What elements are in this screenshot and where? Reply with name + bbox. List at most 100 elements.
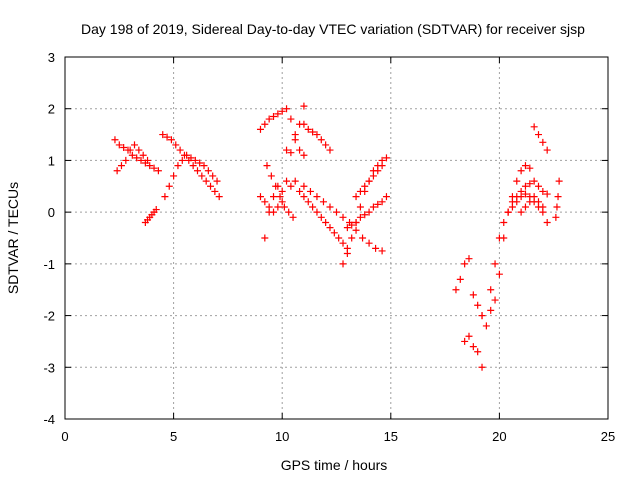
data-point xyxy=(378,247,386,255)
data-point xyxy=(504,208,512,216)
data-point xyxy=(154,167,162,175)
data-point xyxy=(204,167,212,175)
x-tick-label: 15 xyxy=(384,429,398,444)
data-point xyxy=(461,260,469,268)
data-point xyxy=(513,177,521,185)
data-point xyxy=(131,141,139,149)
data-point xyxy=(322,141,330,149)
data-point xyxy=(287,149,295,157)
data-point xyxy=(167,136,175,144)
data-point xyxy=(474,348,482,356)
data-point xyxy=(517,208,525,216)
data-point xyxy=(339,239,347,247)
data-point xyxy=(261,198,269,206)
data-point xyxy=(465,255,473,263)
data-point xyxy=(278,198,286,206)
data-point xyxy=(517,167,525,175)
data-point xyxy=(330,229,338,237)
data-point xyxy=(256,193,264,201)
data-point xyxy=(500,218,508,226)
series-sat-p xyxy=(461,332,486,371)
data-point xyxy=(285,208,293,216)
axis-ticks: 0 5 10 15 20 25 -4 -3 -2 -1 0 1 2 3 xyxy=(43,50,615,444)
data-point xyxy=(495,270,503,278)
data-point xyxy=(352,226,360,234)
data-point xyxy=(319,198,327,206)
data-point xyxy=(348,221,356,229)
data-point xyxy=(372,244,380,252)
data-point xyxy=(513,193,521,201)
data-point xyxy=(517,187,525,195)
data-point xyxy=(161,193,169,201)
series-sat-v xyxy=(552,177,563,221)
data-point xyxy=(144,156,152,164)
data-point xyxy=(487,306,495,314)
data-point xyxy=(539,203,547,211)
data-point xyxy=(543,190,551,198)
data-point xyxy=(335,234,343,242)
data-point xyxy=(283,105,291,113)
y-tick-label: 2 xyxy=(48,102,55,117)
data-point xyxy=(352,218,360,226)
data-point xyxy=(300,151,308,159)
series-sat-f xyxy=(263,162,297,221)
data-point xyxy=(326,146,334,154)
data-point xyxy=(289,213,297,221)
data-point xyxy=(278,187,286,195)
data-point xyxy=(478,312,486,320)
data-point xyxy=(374,200,382,208)
data-point xyxy=(326,224,334,232)
data-point xyxy=(374,167,382,175)
data-point xyxy=(283,177,291,185)
data-point xyxy=(552,213,560,221)
data-point xyxy=(133,154,141,162)
data-point xyxy=(526,180,534,188)
data-point xyxy=(122,156,130,164)
data-point xyxy=(150,164,158,172)
data-point xyxy=(120,144,128,151)
data-point xyxy=(159,131,167,139)
data-point xyxy=(474,301,482,309)
data-point xyxy=(361,211,369,219)
data-point xyxy=(215,193,223,201)
data-point xyxy=(478,363,486,371)
data-point xyxy=(283,146,291,154)
data-point xyxy=(128,151,136,159)
data-point xyxy=(207,182,215,190)
data-point xyxy=(469,291,477,299)
data-point xyxy=(165,182,173,190)
data-point xyxy=(261,234,269,242)
data-point xyxy=(276,193,284,201)
x-tick-label: 10 xyxy=(275,429,289,444)
data-point xyxy=(530,123,538,131)
data-point xyxy=(313,131,321,139)
chart-title: Day 198 of 2019, Sidereal Day-to-day VTE… xyxy=(81,21,585,37)
data-point xyxy=(309,128,317,136)
y-tick-label: 0 xyxy=(48,205,55,220)
data-point xyxy=(554,193,562,201)
data-point xyxy=(378,198,386,206)
series-sat-h xyxy=(256,105,308,159)
data-point xyxy=(265,203,273,211)
data-point xyxy=(280,203,288,211)
data-point xyxy=(491,260,499,268)
x-tick-label: 0 xyxy=(61,429,68,444)
data-point xyxy=(274,203,282,211)
data-point xyxy=(209,172,217,180)
data-point xyxy=(300,120,308,128)
data-point xyxy=(146,162,154,170)
data-point xyxy=(521,203,529,211)
data-point xyxy=(300,193,308,201)
series-sat-u xyxy=(517,193,551,226)
data-point xyxy=(163,133,171,141)
data-point xyxy=(126,146,134,154)
data-point xyxy=(261,120,269,128)
data-point xyxy=(553,203,561,211)
data-point xyxy=(139,151,147,159)
y-tick-label: 3 xyxy=(48,50,55,65)
data-point xyxy=(178,156,186,164)
data-point xyxy=(369,203,377,211)
data-point xyxy=(359,234,367,242)
data-point xyxy=(287,115,295,123)
data-point xyxy=(365,177,373,185)
